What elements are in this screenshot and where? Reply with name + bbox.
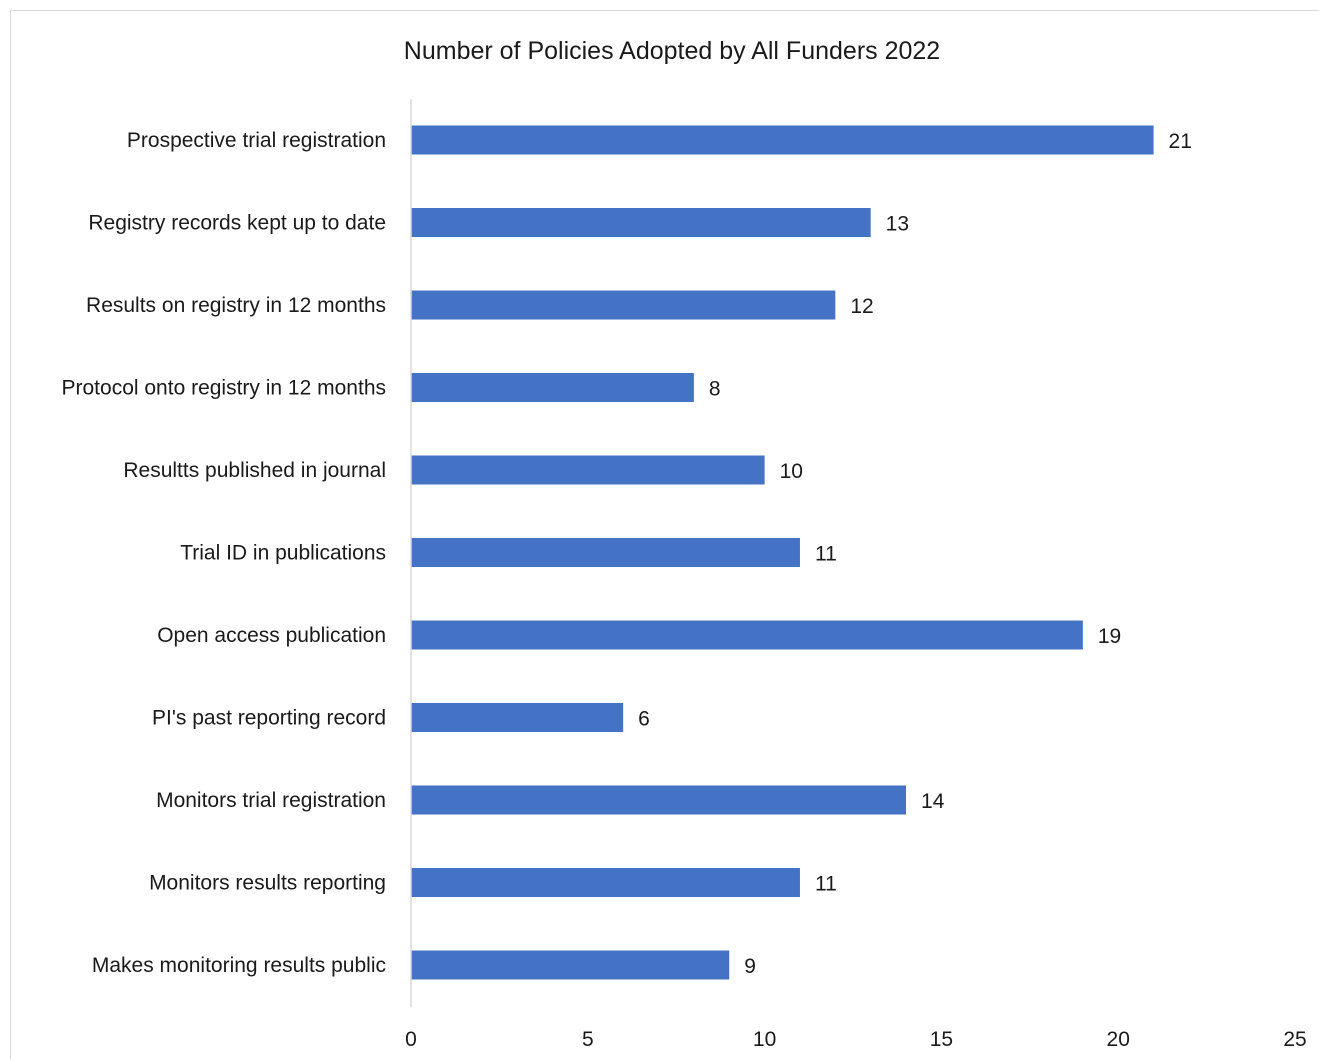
x-tick-label-15: 15 [930, 1028, 953, 1051]
category-label-open-access-publication: Open access publication [157, 624, 386, 647]
data-label-results-on-registry-in-12-months: 12 [850, 295, 873, 318]
x-tick-label-10: 10 [753, 1028, 776, 1051]
data-label-makes-monitoring-results-public: 9 [744, 955, 756, 978]
data-label-protocol-onto-registry-in-12-months: 8 [709, 378, 721, 401]
x-tick-label-5: 5 [582, 1028, 594, 1051]
bar-monitors-trial-registration [411, 785, 907, 815]
category-label-trial-id-in-publications: Trial ID in publications [180, 542, 386, 565]
bar-makes-monitoring-results-public [411, 950, 730, 980]
x-axis-ticks: 0 5 10 15 20 25 [405, 1028, 1307, 1051]
data-label-resultts-published-in-journal: 10 [780, 460, 803, 483]
x-tick-label-25: 25 [1283, 1028, 1306, 1051]
data-label-trial-id-in-publications: 11 [815, 543, 837, 566]
bars-layer [411, 125, 1154, 980]
bar-open-access-publication [411, 620, 1083, 650]
data-label-prospective-trial-registration: 21 [1169, 130, 1192, 153]
bar-results-on-registry-in-12-months [411, 290, 836, 320]
category-label-pi-s-past-reporting-record: PI's past reporting record [152, 707, 386, 730]
category-label-results-on-registry-in-12-months: Results on registry in 12 months [86, 294, 386, 317]
bar-trial-id-in-publications [411, 538, 800, 567]
chart-title: Number of Policies Adopted by All Funder… [404, 37, 940, 65]
category-label-makes-monitoring-results-public: Makes monitoring results public [92, 954, 386, 977]
bar-protocol-onto-registry-in-12-months [411, 373, 694, 402]
category-labels: Prospective trial registration Registry r… [62, 129, 387, 977]
x-tick-label-20: 20 [1107, 1028, 1130, 1051]
bar-prospective-trial-registration [411, 125, 1154, 155]
category-label-prospective-trial-registration: Prospective trial registration [127, 129, 386, 152]
category-label-registry-records-kept-up-to-date: Registry records kept up to date [88, 212, 386, 235]
x-tick-label-0: 0 [405, 1028, 417, 1051]
data-label-monitors-trial-registration: 14 [921, 790, 945, 813]
data-label-open-access-publication: 19 [1098, 625, 1121, 648]
category-label-monitors-trial-registration: Monitors trial registration [156, 789, 386, 812]
data-labels: 21 13 12 8 10 11 19 6 14 11 9 [638, 130, 1192, 978]
bar-monitors-results-reporting [411, 868, 800, 897]
category-label-monitors-results-reporting: Monitors results reporting [149, 872, 386, 895]
category-label-resultts-published-in-journal: Resultts published in journal [123, 459, 386, 482]
data-label-pi-s-past-reporting-record: 6 [638, 708, 650, 731]
bar-resultts-published-in-journal [411, 455, 765, 485]
data-label-registry-records-kept-up-to-date: 13 [886, 213, 909, 236]
bar-pi-s-past-reporting-record [411, 703, 624, 732]
category-label-protocol-onto-registry-in-12-months: Protocol onto registry in 12 months [62, 377, 387, 400]
data-label-monitors-results-reporting: 11 [815, 873, 837, 896]
bar-registry-records-kept-up-to-date [411, 208, 871, 237]
